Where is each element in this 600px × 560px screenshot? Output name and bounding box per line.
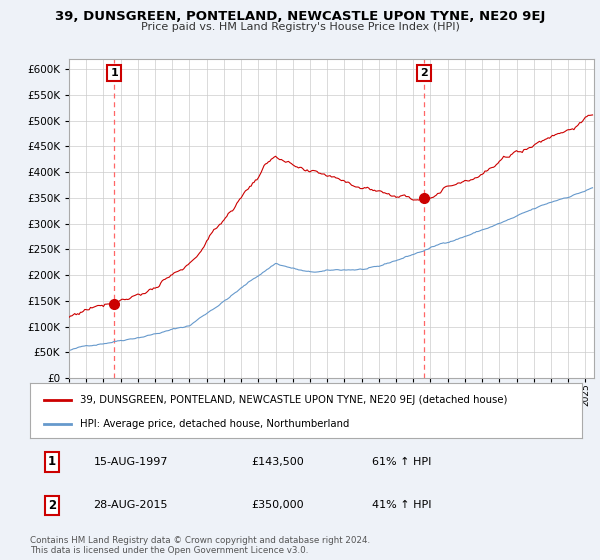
Text: 41% ↑ HPI: 41% ↑ HPI [372,501,432,510]
Text: 1: 1 [110,68,118,78]
Text: 15-AUG-1997: 15-AUG-1997 [94,457,168,467]
Text: Price paid vs. HM Land Registry's House Price Index (HPI): Price paid vs. HM Land Registry's House … [140,22,460,32]
Text: 28-AUG-2015: 28-AUG-2015 [94,501,168,510]
Text: 1: 1 [48,455,56,469]
Text: 39, DUNSGREEN, PONTELAND, NEWCASTLE UPON TYNE, NE20 9EJ (detached house): 39, DUNSGREEN, PONTELAND, NEWCASTLE UPON… [80,394,507,404]
Text: Contains HM Land Registry data © Crown copyright and database right 2024.
This d: Contains HM Land Registry data © Crown c… [30,536,370,556]
Text: £350,000: £350,000 [251,501,304,510]
Text: 2: 2 [48,499,56,512]
Text: HPI: Average price, detached house, Northumberland: HPI: Average price, detached house, Nort… [80,419,349,429]
Text: 39, DUNSGREEN, PONTELAND, NEWCASTLE UPON TYNE, NE20 9EJ: 39, DUNSGREEN, PONTELAND, NEWCASTLE UPON… [55,10,545,23]
Text: 2: 2 [421,68,428,78]
Text: £143,500: £143,500 [251,457,304,467]
Text: 61% ↑ HPI: 61% ↑ HPI [372,457,431,467]
